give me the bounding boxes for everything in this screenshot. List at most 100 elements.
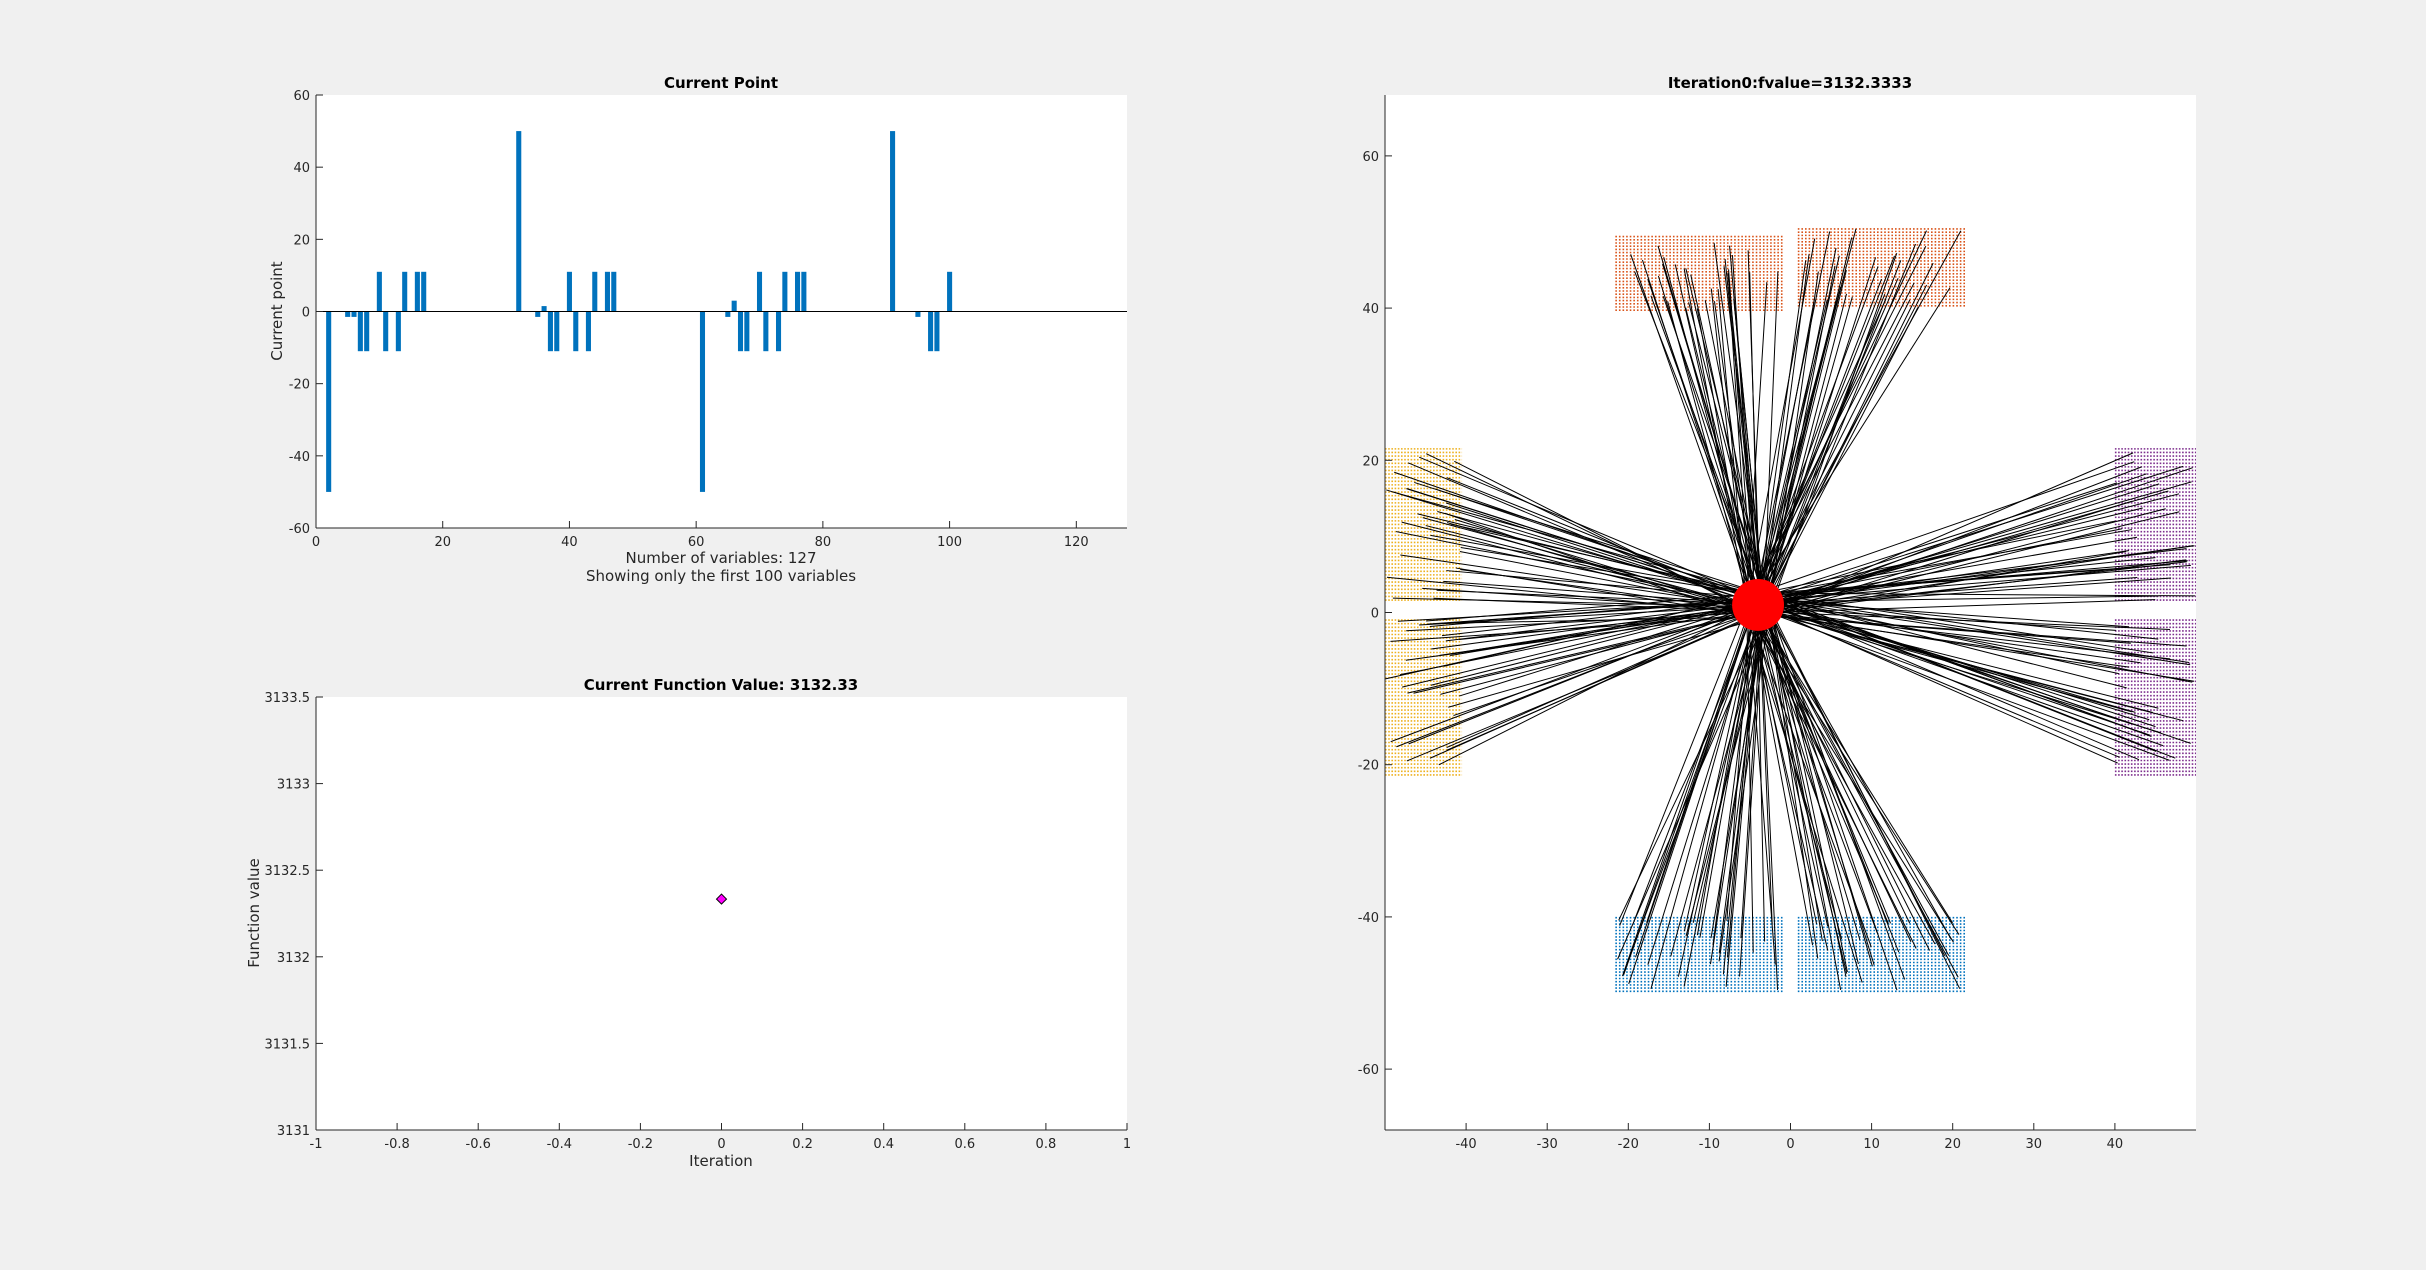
function-value-y-tick-label: 3131.5 (265, 1037, 311, 1052)
current-point-y-tick-label: 0 (302, 306, 310, 321)
placement-x-tick-label: -30 (1537, 1137, 1558, 1152)
bar-var-95 (915, 311, 921, 317)
connection-line (1454, 460, 1759, 616)
connection-line (1683, 268, 1747, 601)
connection-line (1767, 599, 2156, 613)
connection-line (1757, 482, 2118, 600)
connection-line (1755, 260, 1807, 616)
connection-line (1760, 536, 2138, 604)
placement-axes: -40 -30 -20 -10 0 10 20 30 40 -60 -40 -20 0 20 40 60 It… (1358, 74, 2196, 1152)
placement-y-tick-label: 20 (1362, 454, 1379, 469)
connection-line (1401, 521, 1752, 612)
connection-line (1397, 599, 1765, 622)
connection-line (1749, 272, 1760, 614)
connection-line (1617, 612, 1769, 960)
connection-line (1621, 610, 1750, 977)
connection-line (1657, 275, 1763, 610)
bar-var-61 (699, 311, 706, 492)
current-point-y-tick-label: -60 (289, 522, 310, 537)
connection-line (1647, 278, 1763, 614)
connection-line (1446, 522, 1756, 614)
connection-line (1756, 601, 1766, 942)
connection-line (1453, 613, 1752, 717)
connection-line (1768, 529, 2133, 595)
connection-line (1767, 595, 2159, 603)
bar-var-44 (592, 271, 598, 312)
placement-x-tick-label: 30 (2026, 1137, 2043, 1152)
connection-line (1413, 611, 1760, 694)
connection-line (1751, 608, 2184, 722)
connection-line (1400, 600, 1768, 676)
connection-line (1749, 245, 1927, 596)
connection-line (1657, 245, 1763, 594)
connection-line (1759, 278, 1882, 596)
connection-line (1766, 604, 2150, 736)
connection-line (1748, 238, 1816, 596)
connection-line (1670, 607, 1767, 957)
bar-var-6 (351, 311, 357, 317)
connection-line (1760, 254, 1810, 615)
connection-line (1406, 612, 1763, 762)
bar-var-47 (611, 271, 617, 312)
bar-var-97 (928, 311, 934, 352)
connection-line (1764, 296, 1853, 610)
bar-var-17 (421, 271, 427, 312)
connection-line (1763, 592, 2154, 654)
connection-line (1685, 307, 1757, 594)
current-point-x-tick-label: 120 (1064, 535, 1089, 550)
connection-line (1762, 284, 1928, 602)
connection-line (1756, 508, 2166, 615)
placement-x-tick-label: 0 (1786, 1137, 1794, 1152)
connection-line (1650, 597, 1761, 989)
current-point-axes: 0 20 40 60 80 100 120 -60 -40 -20 0 20 40 60 Current … (268, 74, 1127, 585)
connection-line (1390, 602, 1757, 743)
connection-line (1439, 607, 1753, 656)
connection-line (1446, 502, 1763, 606)
connection-line (1748, 266, 1879, 615)
cell-group-top (1615, 228, 1966, 312)
connection-line (1753, 596, 2191, 666)
connection-line (1710, 288, 1749, 616)
placement-hub (1732, 578, 1785, 631)
bar-var-32 (516, 131, 522, 312)
function-value-y-tick-label: 3132.5 (265, 864, 311, 879)
connection-line (1763, 293, 1847, 616)
current-point-y-tick-label: 40 (293, 161, 310, 176)
connection-line (1435, 488, 1750, 596)
hub-marker (1732, 578, 1785, 631)
connection-line (1619, 596, 1751, 926)
connection-line (1762, 592, 2152, 737)
connection-line (1755, 473, 2147, 611)
function-value-x-tick-label: 0.6 (954, 1137, 975, 1152)
connection-line (1728, 269, 1755, 610)
connection-line (1757, 255, 1840, 605)
connection-line (1448, 615, 1769, 708)
function-value-x-tick-label: -0.8 (384, 1137, 409, 1152)
placement-y-tick-label: -20 (1358, 759, 1379, 774)
connection-line (1729, 245, 1761, 599)
connection-line (1446, 610, 1758, 749)
connection-line (1430, 602, 1757, 686)
connection-line (1419, 456, 1769, 604)
bar-var-76 (794, 271, 801, 312)
current-point-y-tick-label: -40 (289, 450, 310, 465)
connection-line (1756, 605, 1848, 974)
function-value-point (715, 893, 728, 905)
connection-line (1761, 467, 2193, 613)
current-point-x-tick-label: 0 (312, 535, 320, 550)
connection-line (1752, 610, 2195, 682)
connection-line (1431, 604, 1762, 650)
placement-connection-lines (1385, 228, 2196, 991)
cell-block-top-1 (1797, 228, 1966, 309)
current-point-y-tick-label: 20 (293, 233, 310, 248)
function-value-y-tick-label: 3132 (277, 951, 310, 966)
function-value-x-tick-label: -1 (310, 1137, 323, 1152)
placement-y-tick-label: 40 (1362, 302, 1379, 317)
placement-y-tick-label: -60 (1358, 1063, 1379, 1078)
connection-line (1746, 287, 1951, 609)
connection-line (1677, 606, 1760, 977)
function-value-axes: -1 -0.8 -0.6 -0.4 -0.2 0 0.2 0.4 0.6 0.8 1 3131 3131… (245, 676, 1131, 1170)
connection-line (1765, 243, 1917, 613)
connection-line (1386, 489, 1754, 603)
